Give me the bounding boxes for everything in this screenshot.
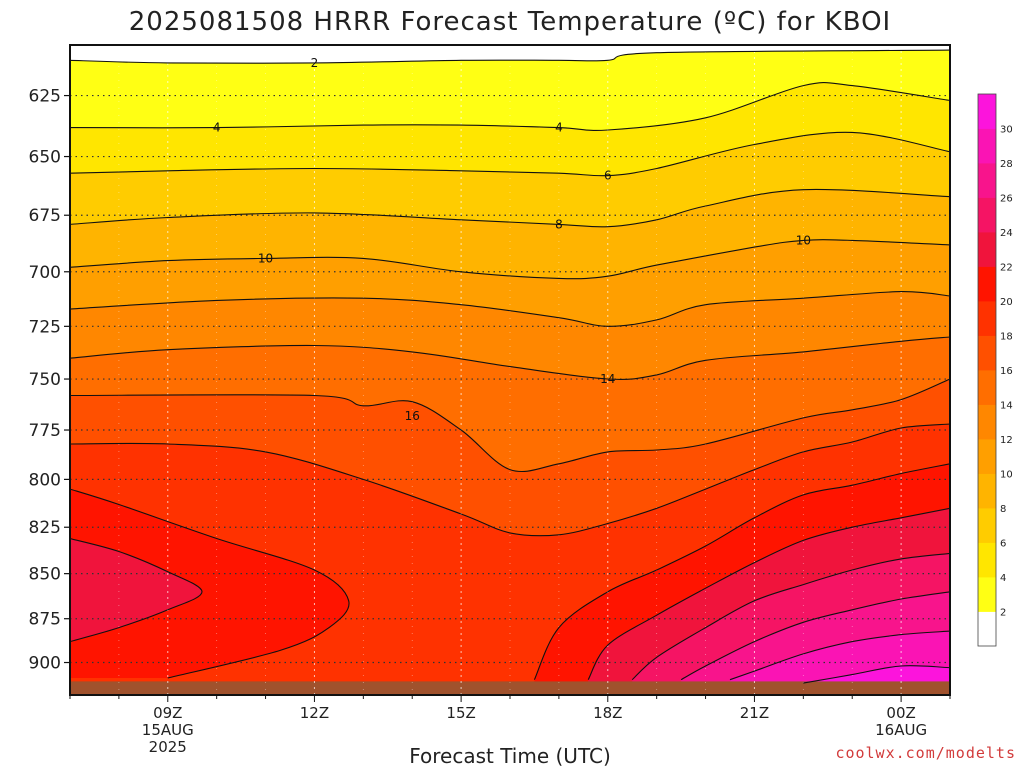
y-tick-label: 875: [29, 610, 61, 630]
colorbar-tick-label: 30: [1000, 125, 1013, 136]
x-tick-label: 18Z: [593, 704, 622, 722]
colorbar-swatch: [978, 439, 996, 474]
contour-label-4: 4: [213, 121, 221, 135]
fill-band-22: [70, 538, 202, 695]
ground-rect: [70, 681, 950, 695]
isotherm-8: [70, 188, 950, 228]
colorbar-swatch: [978, 542, 996, 578]
colorbar-tick-label: 14: [1000, 401, 1013, 412]
isotherm-28: [729, 630, 950, 681]
colorbar-swatch: [978, 404, 996, 440]
colorbar-swatch: [978, 335, 996, 371]
x-tick-label: 09Z: [153, 704, 182, 722]
colorbar-tick-label: 12: [1000, 435, 1013, 446]
y-tick-label: 650: [29, 148, 61, 168]
fill-band-20: [70, 489, 350, 695]
contour-label-8: 8: [555, 217, 563, 231]
colorbar-swatch: [978, 266, 996, 302]
y-tick-label: 825: [29, 518, 61, 538]
y-tick-label: 700: [29, 263, 61, 283]
y-tick-label: 675: [29, 206, 61, 226]
y-tick-label: 725: [29, 317, 61, 337]
isotherm-18: [70, 423, 950, 537]
isotherm-22: [70, 537, 203, 643]
y-tick-label: 850: [29, 565, 61, 585]
colorbar-tick-label: 4: [1000, 573, 1006, 584]
isotherm-14: [70, 336, 950, 380]
colorbar-tick-label: 8: [1000, 504, 1006, 515]
colorbar-swatch: [978, 577, 996, 612]
isotherm-6: [70, 131, 950, 177]
x-tick-label: 00Z: [886, 704, 915, 722]
isotherm-10: [70, 239, 950, 280]
colorbar-tick-label: 28: [1000, 159, 1013, 170]
colorbar-tick-label: 2: [1000, 608, 1006, 619]
colorbar-swatch: [978, 232, 996, 267]
colorbar-tick-label: 16: [1000, 366, 1013, 377]
colorbar-tick-label: 22: [1000, 263, 1013, 274]
colorbar-tick-label: 18: [1000, 332, 1013, 343]
x-tick-label: 15Z: [446, 704, 475, 722]
isotherm-24: [631, 552, 950, 681]
isotherm-lines: [70, 49, 950, 684]
colorbar-swatch: [978, 611, 996, 647]
y-tick-label: 900: [29, 654, 61, 674]
contour-label-10: 10: [258, 251, 273, 265]
colorbar-swatch: [978, 197, 996, 233]
isotherm-2: [70, 49, 950, 64]
contour-labels: 2 4 4 6 8 10 10 14 16: [213, 56, 811, 423]
x-axis-label: Forecast Time (UTC): [409, 744, 611, 768]
y-tick-label: 800: [29, 470, 61, 490]
colorbar-swatch: [978, 508, 996, 543]
x-tick-label: 16AUG: [875, 721, 927, 739]
chart-title: 2025081508 HRRR Forecast Temperature (ºC…: [129, 7, 891, 37]
isotherm-26: [680, 591, 950, 681]
colorbar-swatch: [978, 473, 996, 509]
colorbar-swatch: [978, 370, 996, 405]
temperature-fill: [70, 45, 950, 695]
grid-lines: [69, 45, 951, 695]
isotherm-12: [70, 291, 950, 327]
contour-label-14: 14: [600, 372, 615, 386]
isotherm-30: [803, 665, 950, 684]
isotherm-20: [70, 488, 350, 679]
colorbar-swatch: [978, 301, 996, 336]
contour-label-16: 16: [405, 409, 420, 423]
colorbar-tick-label: 20: [1000, 297, 1013, 308]
colorbar-tick-label: 6: [1000, 539, 1006, 550]
isotherm-16: [70, 378, 950, 473]
y-tick-label: 625: [29, 87, 61, 107]
x-tick-label: 15AUG: [142, 721, 194, 739]
contour-label-6: 6: [604, 169, 612, 183]
contour-label-2: 2: [311, 56, 319, 70]
contour-label-10: 10: [796, 233, 811, 247]
x-tick-label: 12Z: [300, 704, 329, 722]
isotherm-22: [587, 507, 950, 680]
isotherm-20: [533, 463, 950, 680]
y-tick-label: 775: [29, 421, 61, 441]
credit-text: coolwx.com/modelts: [835, 744, 1016, 762]
ground-surface: [70, 681, 950, 695]
colorbar-swatch: [978, 94, 996, 129]
x-tick-label: 21Z: [740, 704, 769, 722]
x-tick-label: 2025: [149, 738, 187, 756]
y-axis: 625 650 675 700 725 750 775 800 825 850 875 900: [29, 87, 70, 674]
colorbar-frame: [977, 93, 997, 647]
colorbar-tick-label: 26: [1000, 194, 1013, 205]
colorbar-swatch: [978, 163, 996, 198]
contour-label-4: 4: [555, 121, 563, 135]
colorbar-tick-label: 24: [1000, 228, 1013, 239]
y-tick-label: 750: [29, 370, 61, 390]
colorbar-swatch: [978, 128, 996, 164]
colorbar-tick-label: 10: [1000, 470, 1013, 481]
isotherm-4: [70, 82, 950, 131]
